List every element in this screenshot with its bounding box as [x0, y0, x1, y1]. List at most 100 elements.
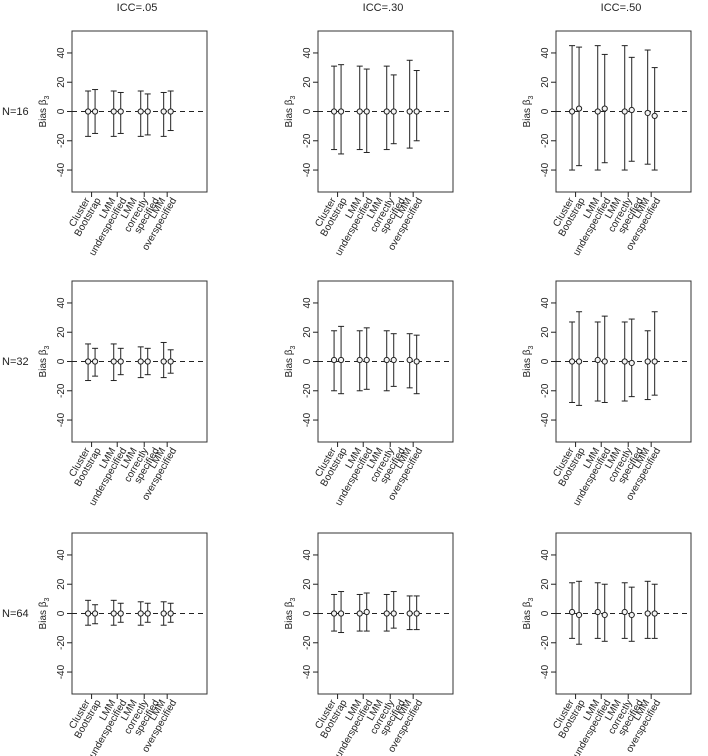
y-tick-label: 40	[540, 297, 551, 309]
y-tick-label: -20	[56, 635, 67, 650]
point-estimate	[594, 608, 601, 616]
point-estimate	[117, 358, 124, 365]
point-estimate	[390, 610, 397, 617]
point-estimate	[406, 356, 413, 364]
y-tick-label: -40	[540, 412, 551, 427]
point-estimate	[601, 611, 608, 619]
point-estimate	[167, 610, 174, 617]
point-estimate	[568, 358, 576, 365]
point-estimate	[337, 108, 345, 115]
y-tick-label: 20	[302, 326, 313, 338]
y-tick-label: -40	[540, 664, 551, 679]
y-tick-label: 40	[56, 549, 67, 561]
y-tick-label: 20	[302, 76, 313, 88]
point-estimate	[628, 106, 635, 114]
y-tick-label: 0	[540, 358, 551, 364]
y-tick-label: -40	[540, 162, 551, 177]
point-estimate	[137, 358, 144, 365]
point-estimate	[330, 610, 338, 617]
y-axis-label: Bias β3	[522, 95, 535, 127]
row-label: N=16	[2, 106, 29, 118]
column-title: ICC=.05	[117, 2, 158, 14]
y-tick-label: 0	[540, 108, 551, 114]
y-tick-label: 40	[56, 297, 67, 309]
row-labels: N=16 N=32 N=64	[2, 106, 29, 620]
y-axis-label: Bias β3	[284, 95, 297, 127]
point-estimate	[644, 358, 651, 365]
point-estimate	[167, 358, 174, 365]
point-estimate	[651, 112, 658, 119]
point-estimate	[628, 611, 635, 619]
y-tick-label: 20	[540, 326, 551, 338]
point-estimate	[110, 358, 117, 365]
point-estimate	[651, 358, 658, 365]
y-tick-label: 40	[302, 47, 313, 59]
y-tick-label: 0	[56, 358, 67, 364]
point-estimate	[363, 108, 370, 115]
point-estimate	[91, 358, 99, 365]
y-axis-label: Bias β3	[38, 597, 51, 629]
y-tick-label: 20	[540, 578, 551, 590]
y-tick-label: -40	[56, 162, 67, 177]
y-tick-label: 20	[56, 76, 67, 88]
y-tick-label: -20	[540, 383, 551, 398]
point-estimate	[137, 108, 144, 115]
y-tick-label: 0	[302, 610, 313, 616]
y-axis-label: Bias β3	[38, 95, 51, 127]
y-tick-label: 0	[302, 108, 313, 114]
y-tick-label: -20	[56, 383, 67, 398]
point-estimate	[110, 610, 117, 617]
point-estimate	[160, 108, 167, 115]
point-estimate	[413, 358, 420, 365]
y-tick-label: -20	[302, 133, 313, 148]
point-estimate	[383, 108, 390, 115]
y-tick-label: 20	[302, 578, 313, 590]
row-label: N=64	[2, 608, 29, 620]
point-estimate	[356, 356, 363, 364]
column-titles: ICC=.05 ICC=.30 ICC=.50	[117, 2, 642, 14]
y-tick-label: 40	[302, 549, 313, 561]
point-estimate	[363, 608, 370, 616]
point-estimate	[575, 611, 583, 619]
y-tick-label: -40	[302, 664, 313, 679]
point-estimate	[110, 108, 117, 115]
point-estimate	[117, 108, 124, 115]
point-estimate	[575, 358, 583, 365]
point-estimate	[160, 610, 167, 617]
point-estimate	[628, 359, 635, 367]
point-estimate	[84, 108, 92, 115]
point-estimate	[406, 108, 413, 115]
y-tick-label: -40	[302, 162, 313, 177]
y-tick-label: -20	[540, 635, 551, 650]
y-tick-label: -20	[56, 133, 67, 148]
point-estimate	[144, 108, 151, 115]
point-estimate	[413, 108, 420, 115]
column-title: ICC=.30	[363, 2, 404, 14]
point-estimate	[84, 610, 92, 617]
point-estimate	[601, 105, 608, 112]
y-tick-label: -40	[56, 412, 67, 427]
point-estimate	[390, 356, 397, 364]
point-estimate	[117, 610, 124, 617]
point-estimate	[575, 105, 583, 112]
point-estimate	[144, 610, 151, 617]
point-estimate	[568, 608, 576, 616]
row-label: N=32	[2, 356, 29, 368]
point-estimate	[330, 108, 338, 115]
y-tick-label: -40	[302, 412, 313, 427]
point-estimate	[390, 108, 397, 115]
y-tick-label: 0	[302, 358, 313, 364]
point-estimate	[363, 356, 370, 364]
point-estimate	[383, 356, 390, 364]
point-estimate	[601, 358, 608, 365]
point-estimate	[644, 610, 651, 617]
point-estimate	[413, 610, 420, 617]
